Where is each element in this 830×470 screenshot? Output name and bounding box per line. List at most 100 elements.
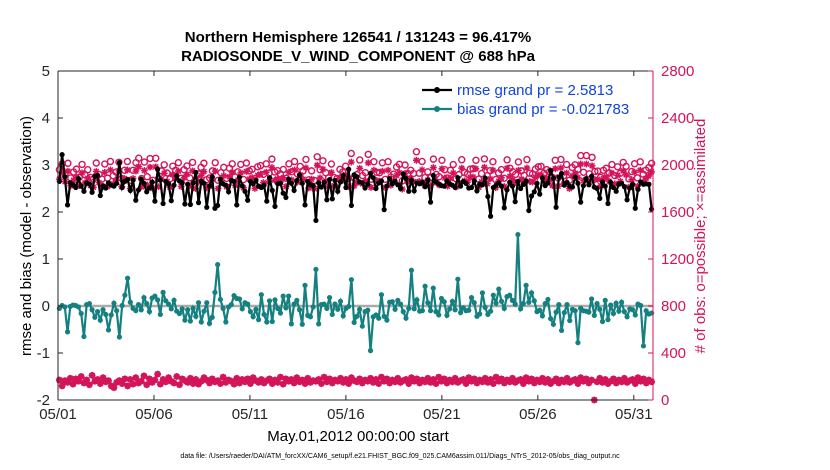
obs-assimilated-point [203,184,211,192]
obs-assimilated-point [364,159,372,167]
bias-series-point [75,304,82,310]
obs-bottom-assimilated-point [596,374,604,382]
rmse-series-point [326,176,333,183]
obs-bottom-assimilated-point [348,374,355,382]
rmse-series-point [116,160,123,166]
legend-swatch-marker [434,106,440,112]
obs-bottom-assimilated-point [80,379,88,387]
bias-series-point [619,299,625,305]
bias-series-point [302,282,308,288]
rmse-series-point [337,179,344,185]
obs-assimilated-point [211,167,219,175]
rmse-series-point [89,189,95,195]
obs-assimilated-point [328,169,335,176]
obs-bottom-assimilated-point [468,377,475,385]
rmse-series-point [190,180,196,186]
obs-assimilated-point [124,166,131,174]
bias-series-point [425,300,431,306]
bias-series-point [195,300,202,306]
obs-possible-point [523,155,531,164]
obs-bottom-assimilated-point [386,379,394,387]
rmse-series-point [597,195,603,201]
bias-series-point [94,309,101,315]
obs-bottom-assimilated-point [236,379,243,387]
obs-bottom-assimilated-point [137,377,145,385]
rmse-series-point [193,169,199,176]
obs-assimilated-point [574,174,582,181]
obs-bottom-assimilated-point [612,379,620,387]
obs-assimilated-point [532,173,539,181]
bias-series-point [468,294,475,301]
rmse-series-point [468,184,475,191]
bias-series-point [381,313,387,319]
rmse-series-point [133,197,139,203]
rmse-series-point [182,201,188,207]
rmse-series-point [78,183,84,189]
bias-series-point [296,307,303,313]
y-right-tick-label: 2800 [661,63,694,80]
rmse-series-point [479,182,486,188]
rmse-series-point [253,177,259,184]
obs-bottom-assimilated-point [279,380,287,388]
rmse-series-point [370,175,376,181]
rmse-series-point [408,177,415,184]
obs-possible-point [418,157,426,166]
obs-bottom-assimilated-point [192,376,200,383]
obs-assimilated-point [345,183,352,191]
obs-bottom-assimilated-point [383,375,391,383]
obs-bottom-assimilated-point [222,378,230,386]
obs-assimilated-point [101,169,109,176]
obs-possible-point [591,167,599,176]
obs-assimilated-point [143,181,151,189]
obs-bottom-assimilated-point [208,375,216,383]
obs-bottom-assimilated-point [367,374,374,382]
rmse-series-point [310,183,316,189]
obs-assimilated-point [636,166,644,174]
obs-bottom-assimilated-point [495,377,503,385]
obs-bottom-assimilated-point [438,377,445,385]
bias-series-point [444,312,450,318]
obs-possible-point [613,163,622,171]
rmse-series-point [329,196,335,202]
obs-assimilated-point [608,169,616,177]
bias-series-point [359,323,365,329]
bias-series-point [340,313,346,319]
obs-bottom-assimilated-point [618,378,626,386]
bias-series-point [138,307,144,313]
bias-series-point [182,317,188,323]
obs-assimilated-point [367,184,375,191]
obs-bottom-assimilated-point [99,374,107,382]
bias-series-point [346,303,352,310]
bias-series-point [441,299,447,305]
obs-bottom-assimilated-point [492,373,500,381]
obs-bottom-assimilated-point [293,374,301,382]
obs-bottom-assimilated-point [629,376,636,383]
rmse-series-point [286,176,292,182]
obs-assimilated-point [583,160,590,168]
rmse-series-point [403,176,409,182]
obs-bottom-assimilated-point [391,378,399,386]
obs-bottom-assimilated-point [459,376,467,383]
obs-assimilated-point [430,164,437,171]
obs-assimilated-point [220,172,228,180]
bias-series-point [155,297,161,303]
obs-bottom-assimilated-point [525,377,533,385]
bias-series-point [236,296,243,302]
rmse-series-point [302,202,308,208]
obs-bottom-assimilated-point [290,379,298,387]
rmse-series-point [498,183,505,189]
bias-series-point [261,311,267,318]
obs-assimilated-point [260,179,267,187]
rmse-series-point [171,182,177,188]
rmse-series-point [280,190,286,196]
rmse-series-point [264,198,270,204]
rmse-series-point [124,176,131,183]
rmse-series-point [457,183,464,189]
obs-assimilated-point [619,167,627,175]
obs-possible-point [101,160,109,168]
obs-assimilated-point [228,168,236,176]
obs-bottom-assimilated-point [555,379,563,387]
rmse-series-point [157,177,163,183]
bias-series-point [447,306,453,312]
obs-bottom-assimilated-point [124,382,131,390]
